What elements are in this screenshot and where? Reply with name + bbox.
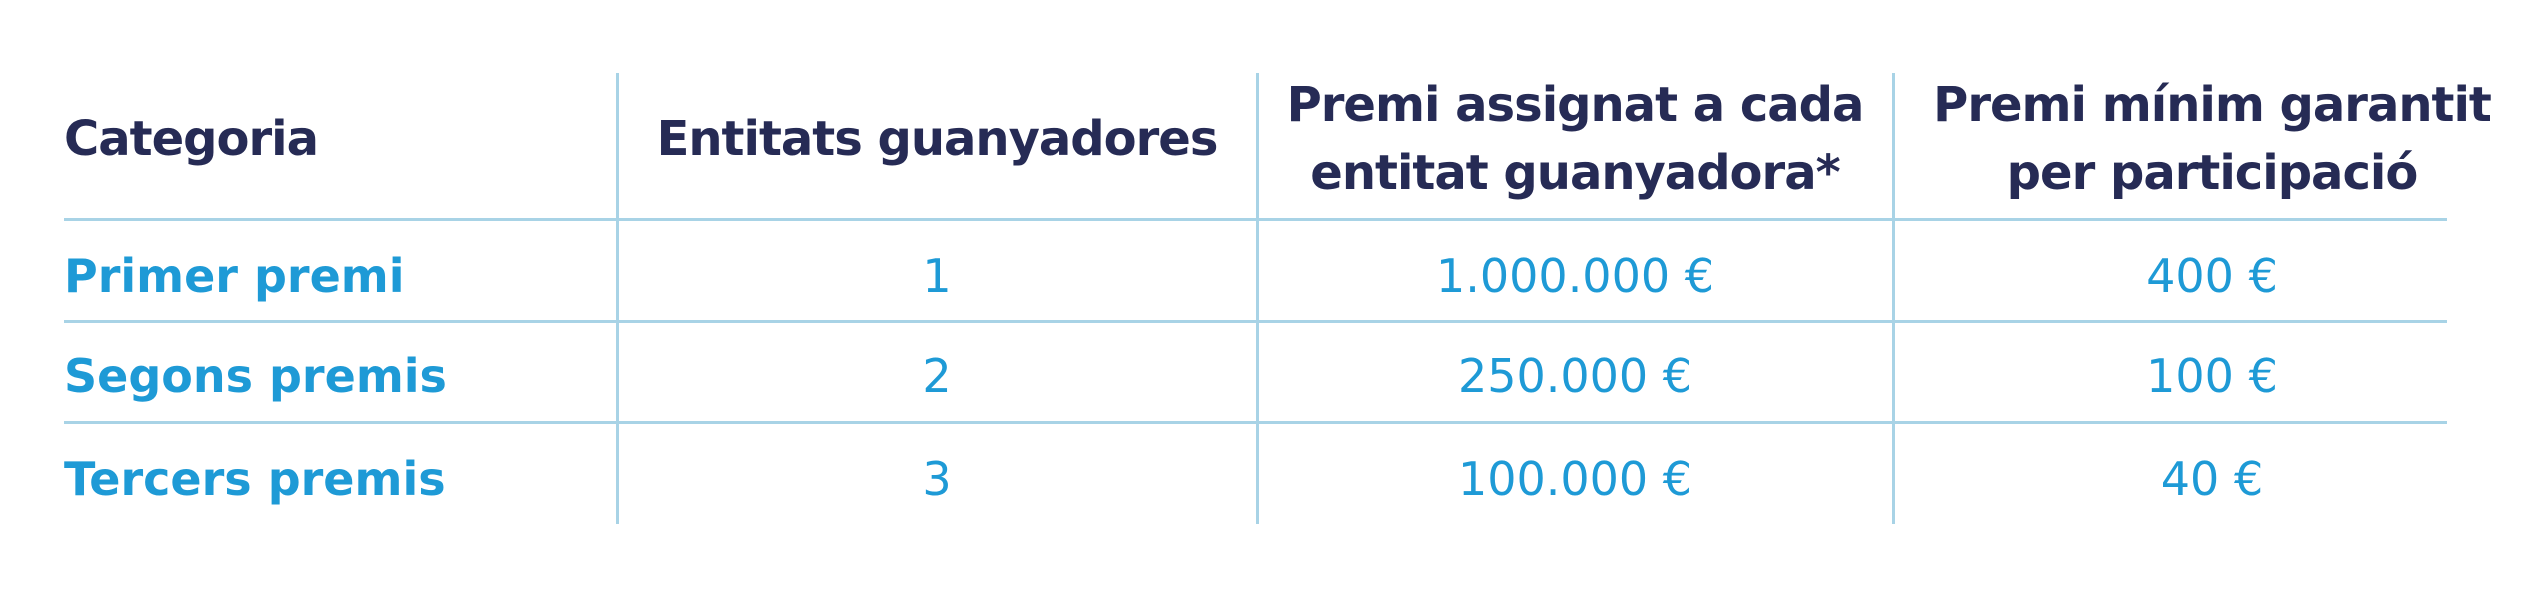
header-cell: Entitats guanyadores bbox=[656, 105, 1219, 173]
value-cell: 40 € bbox=[2160, 452, 2264, 506]
value-cell: 3 bbox=[922, 452, 952, 506]
value-cell: 100 € bbox=[2146, 349, 2278, 403]
value-cell: 1 bbox=[922, 249, 952, 303]
header-text: entitat guanyadora* bbox=[1310, 145, 1840, 201]
value-cell: 400 € bbox=[2146, 249, 2278, 303]
category-cell: Primer premi bbox=[64, 249, 405, 303]
value-cell: 100.000 € bbox=[1457, 452, 1693, 506]
value-cell: 250.000 € bbox=[1457, 349, 1693, 403]
column-divider bbox=[616, 73, 619, 524]
header-cell: Premi assignat a cada entitat guanyadora* bbox=[1286, 71, 1865, 207]
column-divider bbox=[1256, 73, 1259, 524]
row-divider bbox=[64, 320, 2447, 323]
header-text: Entitats guanyadores bbox=[656, 111, 1219, 167]
header-text: Premi mínim garantit bbox=[1933, 77, 2492, 133]
category-cell: Segons premis bbox=[64, 349, 447, 403]
value-cell: 1.000.000 € bbox=[1436, 249, 1714, 303]
column-divider bbox=[1892, 73, 1895, 524]
category-cell: Tercers premis bbox=[64, 452, 446, 506]
header-cell: Premi mínim garantit per participació bbox=[1933, 71, 2492, 207]
header-text: Premi assignat a cada bbox=[1286, 77, 1865, 133]
row-divider bbox=[64, 421, 2447, 424]
value-cell: 2 bbox=[922, 349, 952, 403]
row-divider bbox=[64, 218, 2447, 221]
header-text: Categoria bbox=[64, 111, 319, 167]
header-text: per participació bbox=[2006, 145, 2419, 201]
header-cell: Categoria bbox=[64, 105, 319, 173]
